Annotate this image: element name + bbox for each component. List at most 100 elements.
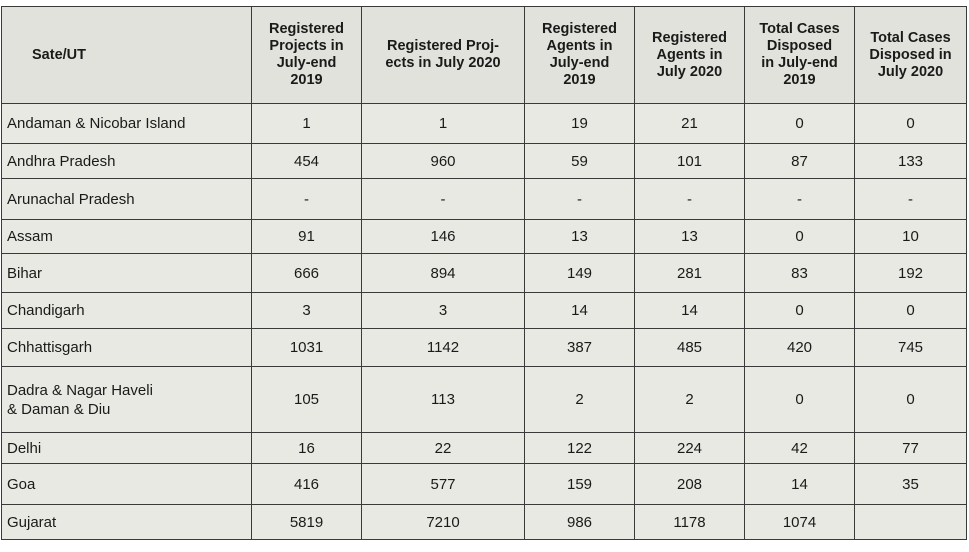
state-cell: Goa: [1, 463, 252, 505]
header-cases-2020: Total Cases Disposed in July 2020: [854, 6, 967, 104]
value-cell: 745: [854, 328, 967, 367]
value-cell: 960: [361, 143, 525, 179]
state-name: Assam: [7, 228, 53, 245]
value-cell: 77: [854, 432, 967, 464]
table-row: Bihar 666 894 149 281 83 192: [1, 253, 967, 293]
state-cell: Chhattisgarh: [1, 328, 252, 367]
value-cell: 0: [854, 103, 967, 144]
header-agents-2020: Registered Agents in July 2020: [634, 6, 745, 104]
value-cell: 986: [524, 504, 635, 540]
value-cell: 14: [524, 292, 635, 329]
table-row: Arunachal Pradesh - - - - - -: [1, 178, 967, 220]
value-cell: 0: [854, 366, 967, 433]
value-cell: 3: [361, 292, 525, 329]
value-cell: 192: [854, 253, 967, 293]
value-cell: 0: [744, 103, 855, 144]
table-row: Chandigarh 3 3 14 14 0 0: [1, 292, 967, 329]
header-row: Sate/UT Registered Projects in July-end 201…: [1, 6, 967, 104]
value-cell: 894: [361, 253, 525, 293]
value-cell: 122: [524, 432, 635, 464]
state-name: Bihar: [7, 264, 43, 282]
value-cell: -: [634, 178, 745, 220]
value-cell: 133: [854, 143, 967, 179]
table-row: Goa 416 577 159 208 14 35: [1, 463, 967, 505]
value-cell: 1074: [744, 504, 855, 540]
value-cell: 1: [251, 103, 362, 144]
value-cell: 2: [524, 366, 635, 433]
table-row: Dadra & Nagar Haveli & Daman & Diu 105 113 2…: [1, 366, 967, 433]
value-cell: 0: [744, 292, 855, 329]
state-name: & Daman & Diu: [7, 400, 111, 418]
state-name: Gujarat: [7, 513, 57, 531]
value-cell: -: [744, 178, 855, 220]
state-name: Andhra Pradesh: [7, 152, 116, 170]
header-agents-2019: Registered Agents in July-end 2019: [524, 6, 635, 104]
state-cell: Andaman & Nicobar Island: [1, 103, 252, 144]
table-row: Chhattisgarh 1031 1142 387 485 420 745: [1, 328, 967, 367]
value-cell: 7210: [361, 504, 525, 540]
state-cell: Chandigarh: [1, 292, 252, 329]
state-cell: Bihar: [1, 253, 252, 293]
table-row: Andhra Pradesh 454 960 59 101 87 133: [1, 143, 967, 179]
value-cell: 105: [251, 366, 362, 433]
value-cell: 59: [524, 143, 635, 179]
value-cell: 0: [744, 219, 855, 254]
state-name: Dadra & Nagar Haveli: [7, 381, 153, 399]
value-cell: 19: [524, 103, 635, 144]
value-cell: 21: [634, 103, 745, 144]
value-cell: [854, 504, 967, 540]
header-cases-2019: Total Cases Disposed in July-end 2019: [744, 6, 855, 104]
header-projects-2019: Registered Projects in July-end 2019: [251, 6, 362, 104]
state-cell: Delhi: [1, 432, 252, 464]
table-row: Delhi 16 22 122 224 42 77: [1, 432, 967, 464]
value-cell: 14: [744, 463, 855, 505]
value-cell: 281: [634, 253, 745, 293]
header-state: Sate/UT: [1, 6, 252, 104]
state-cell: Assam: [1, 219, 252, 254]
value-cell: 113: [361, 366, 525, 433]
value-cell: -: [251, 178, 362, 220]
value-cell: 454: [251, 143, 362, 179]
value-cell: 83: [744, 253, 855, 293]
table-row: Andaman & Nicobar Island 1 1 19 21 0 0: [1, 103, 967, 144]
value-cell: 159: [524, 463, 635, 505]
value-cell: 224: [634, 432, 745, 464]
value-cell: 1178: [634, 504, 745, 540]
value-cell: 666: [251, 253, 362, 293]
value-cell: 577: [361, 463, 525, 505]
value-cell: 1: [361, 103, 525, 144]
table-row: Gujarat 5819 7210 986 1178 1074: [1, 504, 967, 540]
value-cell: 420: [744, 328, 855, 367]
value-cell: -: [854, 178, 967, 220]
value-cell: 35: [854, 463, 967, 505]
state-name: Delhi: [7, 439, 42, 457]
value-cell: 1142: [361, 328, 525, 367]
state-cell: Andhra Pradesh: [1, 143, 252, 179]
value-cell: 13: [634, 219, 745, 254]
value-cell: 208: [634, 463, 745, 505]
value-cell: 10: [854, 219, 967, 254]
value-cell: 485: [634, 328, 745, 367]
value-cell: 416: [251, 463, 362, 505]
state-name: Chhattisgarh: [7, 339, 93, 356]
value-cell: 13: [524, 219, 635, 254]
state-name: Goa: [7, 475, 36, 493]
value-cell: 0: [744, 366, 855, 433]
value-cell: 91: [251, 219, 362, 254]
state-name: Arunachal Pradesh: [7, 190, 135, 208]
header-projects-2020: Registered Proj-ects in July 2020: [361, 6, 525, 104]
table-row: Assam 91 146 13 13 0 10: [1, 219, 967, 254]
value-cell: 5819: [251, 504, 362, 540]
value-cell: 22: [361, 432, 525, 464]
value-cell: 16: [251, 432, 362, 464]
state-name: Chandigarh: [7, 302, 85, 319]
registrations-table: Sate/UT Registered Projects in July-end 201…: [1, 6, 967, 540]
value-cell: 3: [251, 292, 362, 329]
value-cell: 146: [361, 219, 525, 254]
state-cell: Arunachal Pradesh: [1, 178, 252, 220]
state-name: Andaman & Nicobar Island: [7, 115, 186, 132]
value-cell: 14: [634, 292, 745, 329]
value-cell: 101: [634, 143, 745, 179]
state-cell: Gujarat: [1, 504, 252, 540]
value-cell: 2: [634, 366, 745, 433]
